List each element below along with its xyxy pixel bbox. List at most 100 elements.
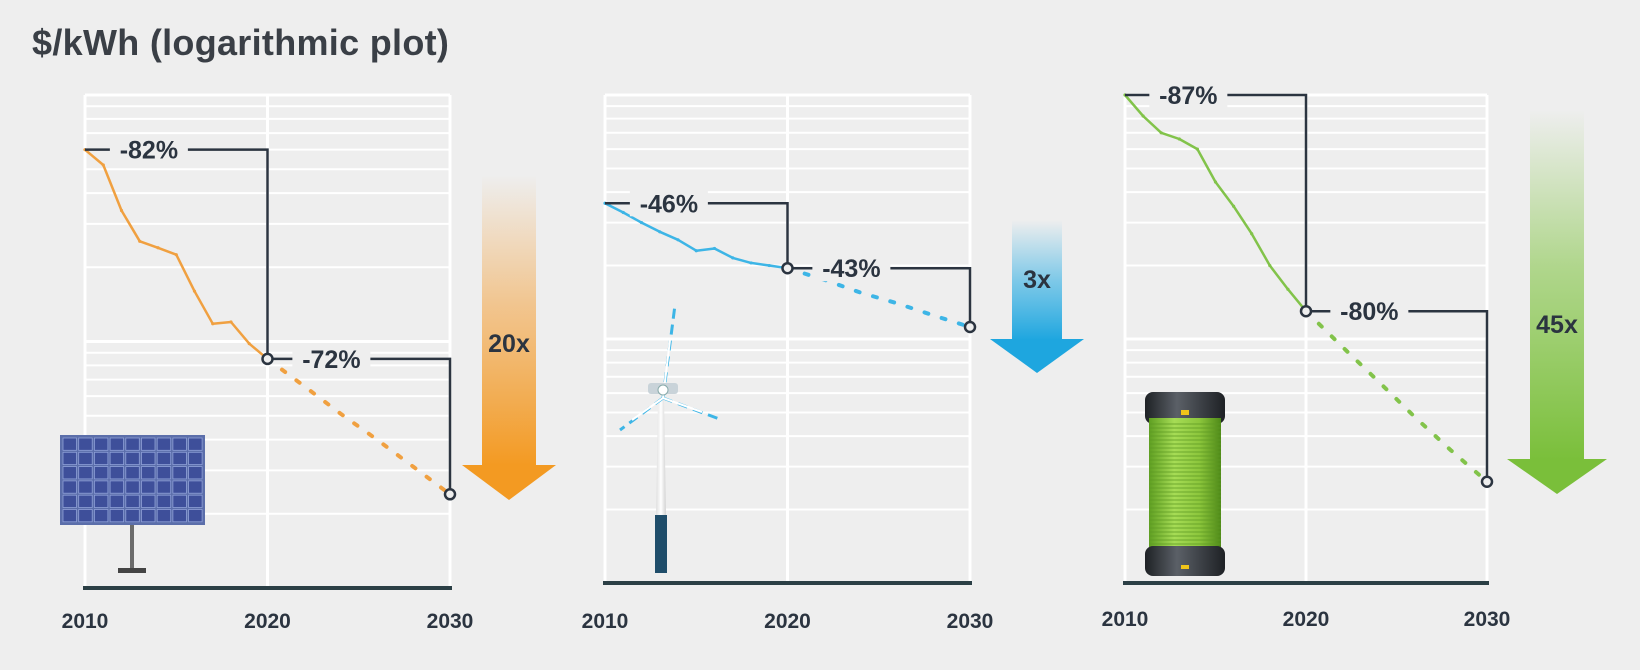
solar-cell — [188, 437, 203, 451]
solar-cell — [172, 466, 187, 480]
annotations-battery: -87% -80% — [1125, 82, 1494, 488]
data-point — [1177, 137, 1181, 141]
data-point — [712, 246, 717, 251]
solar-panel-icon — [60, 435, 205, 573]
data-point — [119, 208, 124, 213]
solar-cell — [141, 494, 156, 508]
data-point — [229, 320, 233, 324]
solar-cell — [62, 480, 77, 494]
endpoint-marker — [1299, 304, 1313, 318]
solar-cell — [172, 437, 187, 451]
solar-cell — [94, 494, 109, 508]
solar-cell — [188, 480, 203, 494]
solar-cell — [109, 437, 124, 451]
series-wind — [603, 201, 972, 329]
x-tick-label: 2030 — [427, 610, 474, 633]
solar-cell — [109, 451, 124, 465]
x-tick-label: 2010 — [582, 610, 629, 633]
multiplier-arrow-wind: 3x — [990, 220, 1084, 373]
data-point — [211, 322, 215, 326]
solar-cell — [156, 509, 172, 523]
solar-cell — [172, 480, 187, 494]
solar-cell — [156, 494, 172, 508]
x-tick-label: 2010 — [62, 610, 109, 633]
annotation-label-bg — [812, 255, 891, 282]
data-point — [1195, 147, 1199, 151]
solar-cell — [78, 451, 93, 465]
x-ticks-battery: 2010 2020 2030 — [1102, 608, 1511, 631]
multiplier-arrow-solar: 20x — [462, 175, 556, 500]
solar-cell — [94, 509, 109, 523]
data-point — [621, 210, 625, 215]
series-solar — [83, 148, 452, 497]
solar-cell — [172, 494, 187, 508]
solar-cell — [94, 466, 109, 480]
multiplier-label-solar: 20x — [488, 330, 530, 358]
endpoint-marker — [261, 352, 274, 366]
series-battery — [1123, 93, 1489, 484]
data-point — [1141, 114, 1145, 118]
solar-cell — [188, 451, 203, 465]
x-tick-label: 2010 — [1102, 608, 1149, 631]
solar-cell — [78, 437, 93, 451]
data-point — [1268, 263, 1272, 268]
solar-cell — [125, 466, 140, 480]
annotations-wind: -46% -43% — [605, 190, 977, 334]
solar-cell — [188, 494, 203, 508]
endpoint-marker — [963, 320, 977, 334]
solar-cell — [125, 451, 140, 465]
endpoint-marker — [781, 261, 794, 275]
annotation-label-bg — [1330, 298, 1409, 325]
x-tick-label: 2030 — [947, 610, 994, 633]
series-line-projection — [785, 266, 972, 329]
multiplier-label-wind: 3x — [1023, 266, 1051, 294]
wind-turbine-icon — [619, 304, 723, 573]
solar-cell — [109, 480, 124, 494]
solar-cell — [125, 509, 140, 523]
data-point — [174, 253, 178, 257]
solar-cell — [62, 451, 77, 465]
solar-cell — [94, 480, 109, 494]
data-point — [1232, 204, 1236, 208]
x-tick-label: 2020 — [764, 610, 811, 633]
solar-cell — [125, 480, 140, 494]
data-point — [138, 239, 142, 243]
solar-cell — [141, 451, 156, 465]
solar-cell — [125, 437, 140, 451]
data-point — [247, 342, 251, 346]
annotation-label: -80% — [1340, 298, 1398, 326]
annotation-label: -46% — [640, 190, 698, 218]
solar-cell — [188, 466, 203, 480]
annotation-label-bg — [292, 345, 371, 372]
annotation-label: -87% — [1159, 82, 1217, 110]
chart-panel-wind: -46% -43% 2010 2020 2030 3x — [582, 93, 1084, 633]
endpoint-marker — [1480, 475, 1494, 488]
data-point — [731, 256, 735, 260]
chart-panel-solar: -82% -72% 2010 2020 2030 20x — [60, 93, 556, 633]
multiplier-arrow-battery: 45x — [1507, 110, 1607, 494]
data-point — [1250, 232, 1254, 236]
solar-cell — [172, 451, 187, 465]
solar-cell — [109, 509, 124, 523]
data-point — [101, 163, 105, 167]
data-point — [639, 220, 644, 225]
solar-cell — [78, 480, 93, 494]
data-point — [694, 249, 698, 253]
solar-cell — [94, 437, 109, 451]
solar-cell — [156, 437, 172, 451]
solar-cell — [141, 480, 156, 494]
solar-cell — [62, 466, 77, 480]
annotations-solar: -82% -72% — [85, 136, 457, 501]
series-line-projection — [1304, 309, 1489, 484]
solar-cell — [141, 466, 156, 480]
solar-cell — [78, 466, 93, 480]
data-point — [1286, 287, 1290, 291]
data-point — [676, 238, 680, 242]
page-title: $/kWh (logarithmic plot) — [32, 22, 450, 63]
solar-cell — [141, 437, 156, 451]
data-point — [1213, 180, 1218, 184]
data-point — [192, 289, 197, 293]
series-line-historical — [1124, 94, 1307, 312]
solar-cell — [109, 466, 124, 480]
